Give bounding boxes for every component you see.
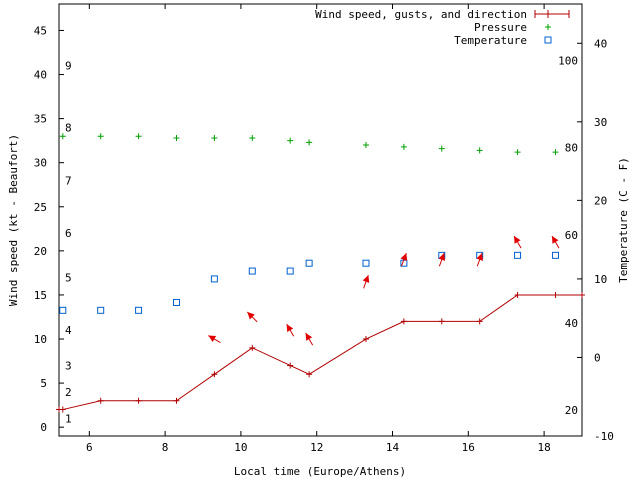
wind-speed-point (249, 344, 256, 351)
x-tick-label: 14 (386, 441, 400, 454)
pressure-point (438, 145, 445, 152)
pressure-point (362, 142, 369, 149)
beaufort-label: 1 (65, 412, 72, 425)
pressure-point (306, 139, 313, 146)
y-tick-label: 30 (34, 157, 47, 170)
temperature-point (135, 306, 143, 314)
pressure-point (249, 135, 256, 142)
wind-speed-point (135, 397, 142, 404)
y-tick-label: 20 (34, 245, 47, 258)
wind-speed-point (173, 397, 180, 404)
y-tick-label: 5 (40, 377, 47, 390)
y2-tick-label: 30 (594, 116, 607, 129)
wind-speed-line (59, 294, 582, 411)
wind-speed-point (438, 318, 445, 325)
pressure-point (211, 135, 218, 142)
y-tick-label: 40 (34, 69, 47, 82)
temperature-point (248, 267, 256, 275)
y2-tick-label: 20 (594, 194, 607, 207)
pressure-point (287, 137, 294, 144)
beaufort-label: 9 (65, 60, 72, 73)
y-tick-label: 10 (34, 333, 47, 346)
temperature-point (305, 259, 313, 267)
wind-speed-point (579, 291, 585, 298)
wind-direction-arrowhead (551, 235, 559, 244)
legend-swatch-pressure (545, 24, 551, 30)
wind-direction-arrowhead (362, 275, 370, 283)
plot-frame (58, 3, 583, 437)
y2-tick-label: 0 (594, 351, 601, 364)
x-tick-label: 8 (162, 441, 169, 454)
pressure-point (135, 133, 142, 140)
legend-swatch-temperature (544, 36, 552, 44)
x-tick-label: 10 (234, 441, 247, 454)
beaufort-label: 3 (65, 359, 72, 372)
wind-speed-point (476, 318, 483, 325)
wind-direction-arrowhead (476, 253, 483, 261)
temperature-point (514, 251, 522, 259)
wind-speed-point (59, 406, 66, 413)
y-tick-label: 0 (40, 421, 47, 434)
beaufort-label: 4 (65, 324, 72, 337)
fahrenheit-label: 40 (565, 317, 578, 330)
wind-direction-arrowhead (400, 253, 408, 261)
y-axis-label-left: Wind speed (kt - Beaufort) (7, 134, 20, 306)
beaufort-label: 8 (65, 121, 72, 134)
beaufort-label: 5 (65, 271, 72, 284)
x-tick-label: 18 (537, 441, 550, 454)
temperature-point (362, 259, 370, 267)
temperature-point (59, 306, 67, 314)
y-tick-label: 25 (34, 201, 47, 214)
pressure-point (514, 149, 521, 156)
y2-tick-label: -10 (594, 430, 614, 443)
x-tick-label: 12 (310, 441, 323, 454)
wind-speed-point (514, 291, 521, 298)
temperature-point (172, 298, 180, 306)
y-axis-label-right: Temperature (C - F) (617, 157, 630, 283)
wind-speed-point (400, 318, 407, 325)
wind-speed-point (306, 371, 313, 378)
temperature-point (97, 306, 105, 314)
wind-speed-point (97, 397, 104, 404)
beaufort-label: 2 (65, 386, 72, 399)
y-tick-label: 45 (34, 24, 47, 37)
legend-label-temperature: Temperature (454, 34, 527, 47)
pressure-point (173, 135, 180, 142)
wind-speed-point (211, 371, 218, 378)
beaufort-label: 7 (65, 174, 72, 187)
legend-label-pressure: Pressure (474, 21, 527, 34)
fahrenheit-label: 100 (558, 55, 578, 68)
fahrenheit-label: 20 (565, 404, 578, 417)
temperature-point (286, 267, 294, 275)
pressure-point (400, 143, 407, 150)
x-tick-label: 16 (462, 441, 475, 454)
y2-tick-label: 10 (594, 273, 607, 286)
y2-tick-label: 40 (594, 37, 607, 50)
temperature-point (210, 275, 218, 283)
legend-label-wind: Wind speed, gusts, and direction (315, 8, 527, 21)
legend: Wind speed, gusts, and direction Pressur… (315, 8, 570, 47)
y-tick-label: 15 (34, 289, 47, 302)
pressure-point (97, 133, 104, 140)
wind-speed-point (552, 291, 559, 298)
wind-direction-arrowhead (305, 332, 313, 341)
wind-direction-arrowhead (514, 235, 521, 244)
wind-direction-arrowhead (438, 253, 446, 261)
temperature-point (551, 251, 559, 259)
x-tick-label: 6 (86, 441, 93, 454)
pressure-point (476, 147, 483, 154)
fahrenheit-label: 80 (565, 142, 578, 155)
wind-speed-point (362, 336, 369, 343)
y-tick-label: 35 (34, 113, 47, 126)
wind-speed-point (287, 362, 294, 369)
wind-direction-arrowhead (247, 312, 255, 320)
fahrenheit-label: 60 (565, 229, 578, 242)
beaufort-label: 6 (65, 227, 72, 240)
wind-direction-arrowhead (208, 335, 217, 343)
wind-direction-arrowhead (286, 324, 294, 332)
pressure-point (552, 149, 559, 156)
pressure-point (59, 133, 66, 140)
x-axis-label: Local time (Europe/Athens) (234, 465, 406, 478)
